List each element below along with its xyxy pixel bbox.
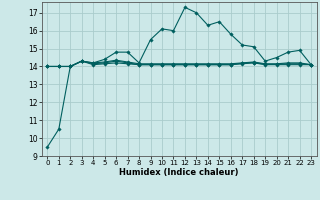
X-axis label: Humidex (Indice chaleur): Humidex (Indice chaleur) [119,168,239,177]
